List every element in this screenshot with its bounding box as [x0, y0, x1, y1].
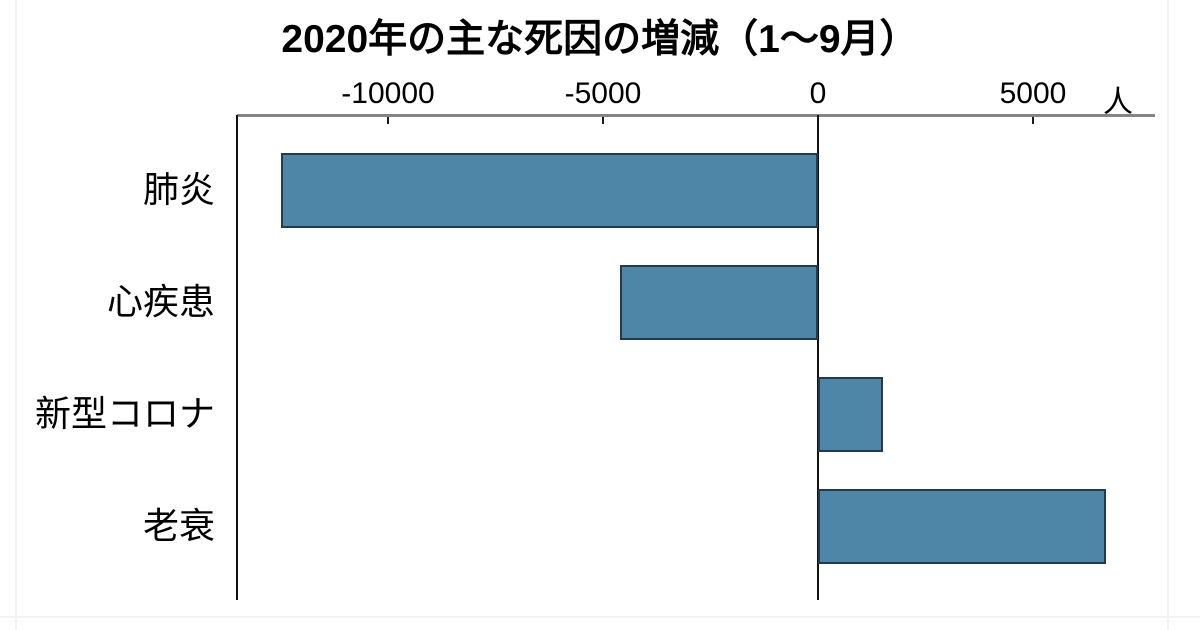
- x-tick-label: -10000: [341, 77, 435, 110]
- page-frame-left: [15, 0, 17, 630]
- zero-baseline: [817, 115, 819, 600]
- x-tick-mark: [1032, 117, 1034, 124]
- x-tick-mark: [387, 117, 389, 124]
- page-frame-right: [1167, 0, 1169, 630]
- bar: [280, 152, 818, 228]
- axis-unit-label: 人: [1103, 86, 1133, 119]
- x-tick-label: 5000: [999, 77, 1067, 110]
- category-label: 心疾患: [106, 281, 215, 322]
- x-axis-line: [237, 114, 1155, 117]
- category-label: 老衰: [142, 505, 215, 546]
- bar: [818, 376, 883, 452]
- bar: [818, 488, 1107, 564]
- category-label: 新型コロナ: [34, 393, 215, 434]
- category-label: 肺炎: [142, 169, 215, 210]
- x-tick-label: -5000: [564, 77, 642, 110]
- x-tick-label: 0: [809, 77, 827, 110]
- x-tick-mark: [602, 117, 604, 124]
- page-frame-bottom: [0, 616, 1200, 618]
- chart-title: 2020年の主な死因の増減（1～9月）: [281, 18, 919, 61]
- bar: [620, 264, 818, 340]
- y-axis-line: [236, 115, 238, 600]
